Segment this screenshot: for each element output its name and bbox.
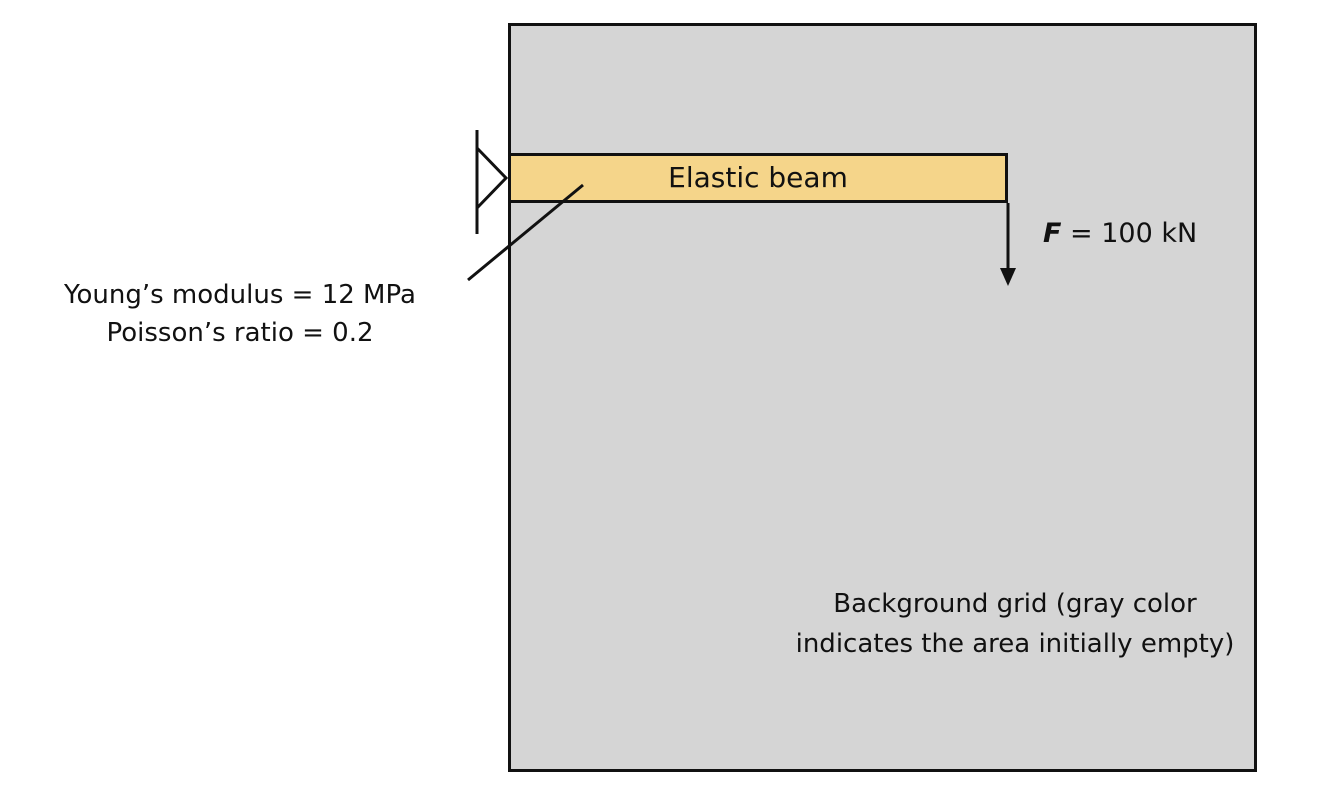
material-properties: Young’s modulus = 12 MPa Poisson’s ratio… — [20, 276, 460, 352]
force-label: F = 100 kN — [1043, 218, 1197, 249]
pin-support-icon — [475, 130, 509, 234]
beam-label: Elastic beam — [668, 161, 848, 194]
force-value: = 100 kN — [1061, 218, 1198, 249]
background-grid-caption: Background grid (gray color indicates th… — [795, 589, 1235, 659]
youngs-modulus-text: Young’s modulus = 12 MPa — [64, 280, 416, 310]
background-grid — [508, 23, 1257, 772]
elastic-beam: Elastic beam — [508, 153, 1008, 203]
force-symbol: F — [1043, 218, 1062, 249]
poissons-ratio-text: Poisson’s ratio = 0.2 — [106, 318, 374, 348]
